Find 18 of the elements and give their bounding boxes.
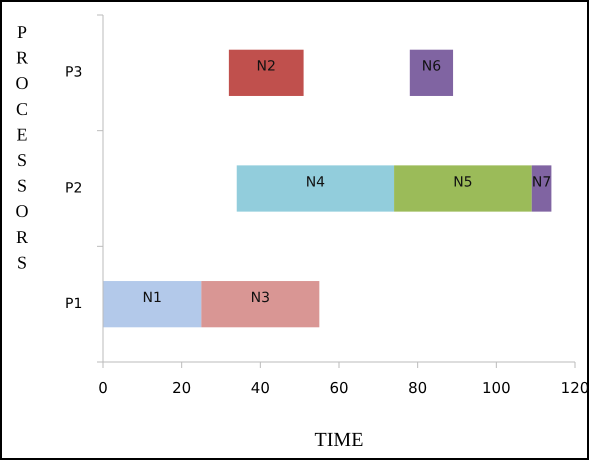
series-label: N3 (250, 290, 270, 306)
x-tick-label: 20 (172, 379, 192, 397)
x-tick-label: 40 (250, 379, 270, 397)
series-label: N1 (142, 290, 162, 306)
series-label: N4 (306, 174, 326, 190)
series-label: N2 (256, 58, 276, 75)
x-axis-title: TIME (314, 429, 364, 451)
x-tick-label: 100 (482, 379, 511, 397)
series-label: N6 (422, 58, 442, 75)
text: PROCESSORS (16, 22, 28, 272)
x-tick-label: 60 (329, 379, 349, 397)
y-tick-label: P3 (65, 64, 82, 81)
x-tick-label: 80 (408, 379, 428, 397)
series-label: N7 (532, 174, 552, 190)
series-label: N5 (453, 174, 473, 190)
x-tick-label: 0 (98, 379, 108, 397)
y-tick-label: P2 (65, 180, 82, 196)
y-tick-label: P1 (65, 296, 82, 312)
